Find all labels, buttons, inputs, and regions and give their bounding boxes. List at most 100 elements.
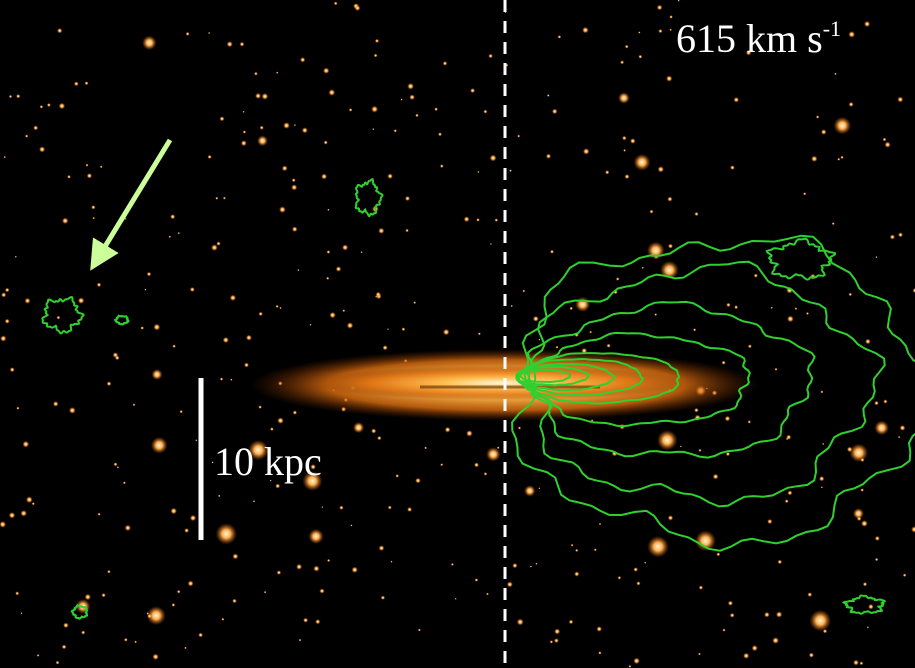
star <box>575 549 578 552</box>
star <box>443 329 450 336</box>
star <box>680 445 682 447</box>
star <box>142 36 156 50</box>
star <box>279 307 281 309</box>
star <box>276 72 278 74</box>
star <box>451 563 454 566</box>
star <box>853 660 859 666</box>
star <box>223 197 226 200</box>
star <box>722 629 725 632</box>
star <box>97 283 102 288</box>
star <box>495 218 499 222</box>
star <box>810 610 832 632</box>
star <box>669 29 672 32</box>
star <box>140 326 144 330</box>
star <box>381 596 385 600</box>
star <box>517 619 524 626</box>
star <box>883 138 887 142</box>
star <box>861 520 868 527</box>
star <box>355 5 361 11</box>
star <box>512 563 517 568</box>
star <box>752 645 758 651</box>
star <box>638 31 640 33</box>
star <box>666 75 672 81</box>
star <box>223 337 229 343</box>
star <box>361 251 363 253</box>
star <box>418 629 421 632</box>
star <box>667 197 672 202</box>
star <box>883 399 887 403</box>
star <box>146 612 149 615</box>
star <box>327 250 331 254</box>
star <box>144 289 146 291</box>
star <box>371 428 376 433</box>
star <box>730 613 735 618</box>
star <box>276 305 279 308</box>
star <box>638 55 642 59</box>
star <box>240 42 245 47</box>
star <box>243 130 246 133</box>
star <box>575 297 590 312</box>
star <box>350 524 352 526</box>
star <box>554 638 559 643</box>
star <box>795 307 798 310</box>
star <box>694 212 698 216</box>
star <box>5 288 10 293</box>
star <box>657 5 663 11</box>
star <box>636 581 640 585</box>
star <box>466 430 473 437</box>
star <box>147 272 152 277</box>
star <box>198 633 203 638</box>
star <box>328 89 335 96</box>
star <box>329 312 335 318</box>
star <box>1 292 6 297</box>
galaxy-disk <box>310 366 690 400</box>
star <box>605 170 609 174</box>
star <box>170 214 175 219</box>
star <box>300 57 305 62</box>
star <box>67 175 71 179</box>
star <box>178 232 180 234</box>
star <box>518 426 521 429</box>
star <box>211 244 218 251</box>
star <box>294 124 296 126</box>
star <box>172 603 176 607</box>
star <box>86 164 89 167</box>
star <box>867 626 869 628</box>
background <box>0 0 915 668</box>
star <box>15 591 19 595</box>
star <box>669 15 673 19</box>
star <box>820 390 823 393</box>
star <box>571 544 574 547</box>
star <box>184 528 189 533</box>
star <box>698 653 701 656</box>
star <box>868 604 874 610</box>
star <box>497 446 500 449</box>
star <box>283 122 290 129</box>
star <box>725 416 731 422</box>
star <box>885 142 891 148</box>
velocity-text: 615 km s <box>676 16 823 61</box>
star <box>633 658 640 665</box>
star <box>353 422 364 433</box>
star <box>415 478 421 484</box>
star <box>308 529 323 544</box>
star <box>875 558 878 561</box>
star <box>848 31 855 38</box>
star <box>227 41 233 47</box>
star <box>186 32 190 36</box>
star <box>596 626 602 632</box>
star <box>625 174 630 179</box>
star <box>538 487 540 489</box>
star <box>554 629 560 635</box>
star <box>809 653 814 658</box>
star <box>390 561 392 563</box>
star <box>860 458 864 462</box>
star <box>25 134 28 137</box>
star <box>258 405 262 409</box>
star <box>40 105 44 109</box>
star <box>402 327 406 331</box>
star <box>279 206 286 213</box>
star <box>654 313 657 316</box>
star <box>230 295 236 301</box>
star <box>152 654 158 660</box>
